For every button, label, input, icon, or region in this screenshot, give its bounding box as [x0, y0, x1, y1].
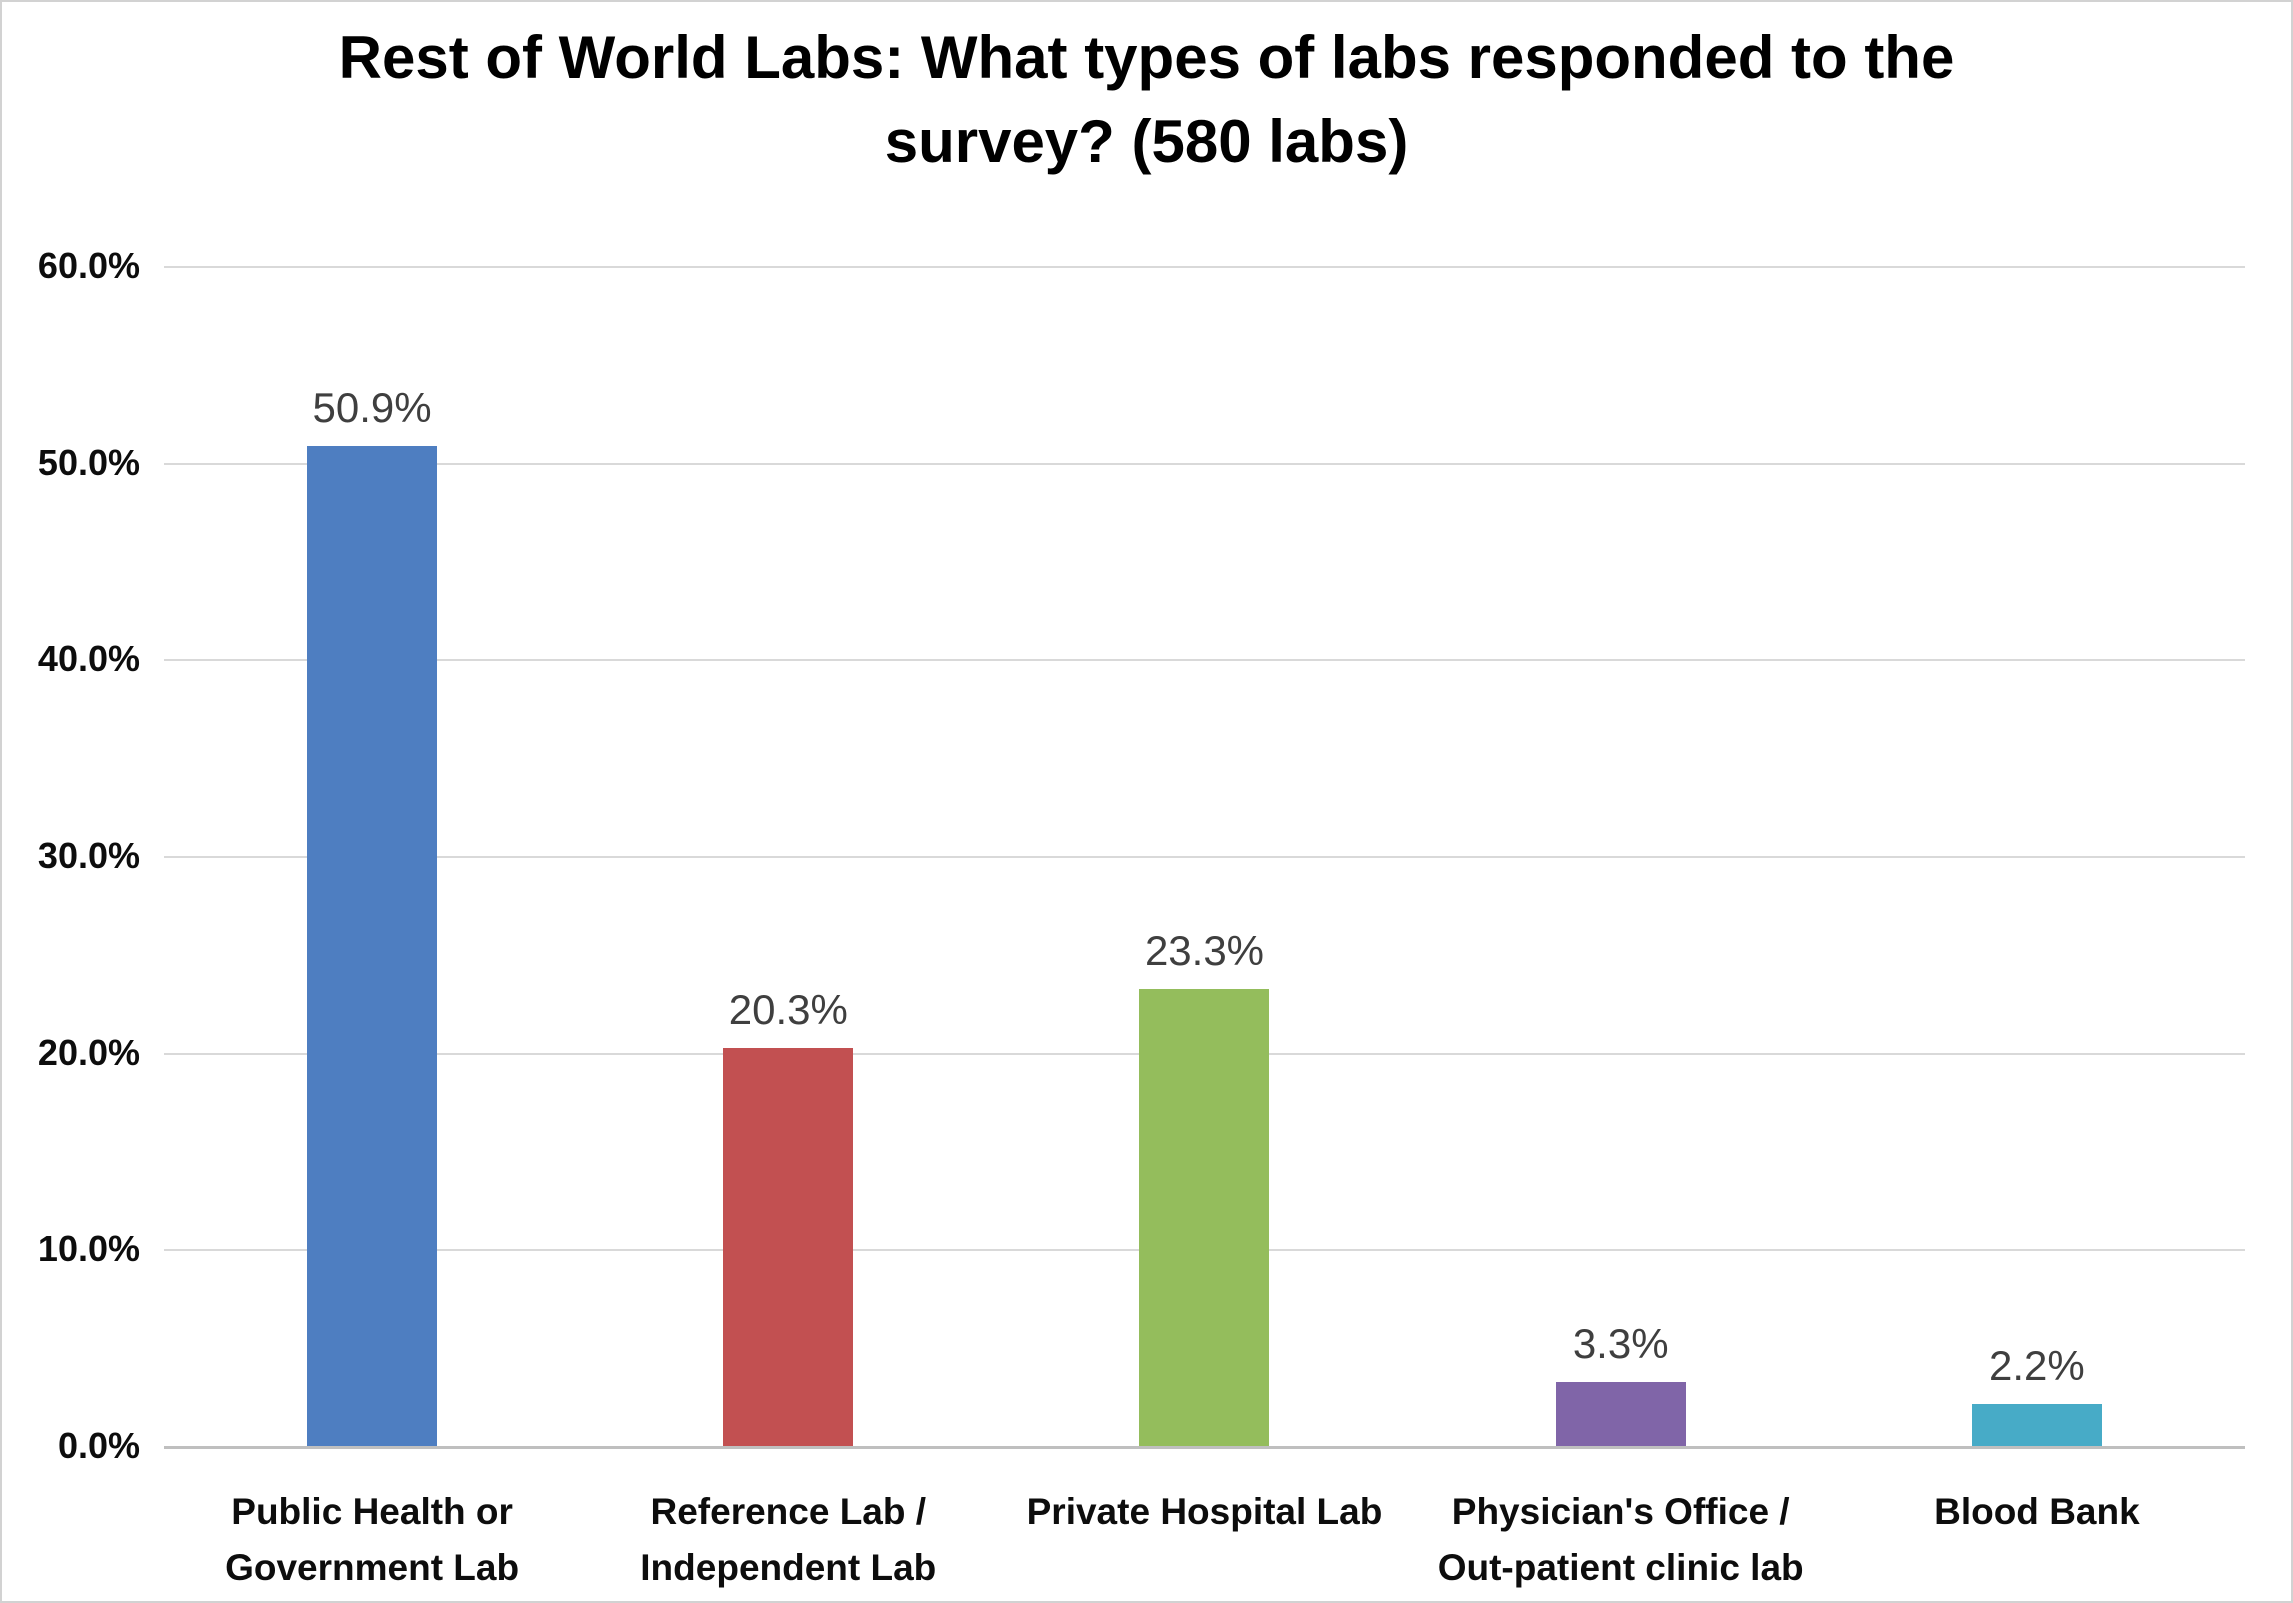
y-tick-label: 60.0%	[37, 245, 140, 287]
y-tick-label: 30.0%	[37, 835, 140, 877]
y-tick-label: 0.0%	[57, 1425, 140, 1467]
x-category-label: Public Health or Government Lab	[225, 1491, 520, 1588]
gridline	[164, 856, 2245, 858]
y-tick-label: 50.0%	[37, 441, 140, 483]
x-category-label: Blood Bank	[1934, 1491, 2140, 1532]
bar	[1971, 1403, 2102, 1447]
y-tick-label: 10.0%	[37, 1228, 140, 1270]
chart-title: Rest of World Labs: What types of labs r…	[338, 24, 1955, 175]
bar	[307, 445, 438, 1447]
x-category-label: Reference Lab / Independent Lab	[640, 1491, 937, 1588]
bar-value-label: 50.9%	[312, 383, 432, 431]
bar	[1139, 988, 1270, 1447]
y-axis: 60.0% 50.0% 40.0% 30.0% 20.0% 10.0% 0.0%	[2, 245, 140, 1466]
gridline	[164, 659, 2245, 662]
bar-value-label: 3.3%	[1572, 1320, 1669, 1368]
y-tick-label: 40.0%	[37, 638, 140, 680]
bar	[1555, 1382, 1686, 1447]
bar-value-label: 20.3%	[728, 985, 848, 1033]
x-category-label: Private Hospital Lab	[1026, 1491, 1383, 1532]
y-tick-label: 20.0%	[37, 1031, 140, 1073]
bar-group: 20.3%	[580, 267, 996, 1447]
gridline	[164, 462, 2245, 465]
bar-value-label: 2.2%	[1989, 1341, 2085, 1389]
x-axis-line	[164, 1446, 2245, 1449]
x-axis-category-labels: Public Health or Government Lab Reference…	[164, 1484, 2245, 1601]
x-category-label: Physician's Office / Out-patient clinic …	[1437, 1491, 1804, 1588]
plot-area: 50.9% 20.3% 23.3% 3.3% 2.2%	[164, 266, 2245, 1447]
bar-group: 3.3%	[1413, 267, 1829, 1447]
bar-group: 23.3%	[996, 267, 1412, 1447]
bar-value-label: 23.3%	[1144, 926, 1265, 974]
bar-group: 50.9%	[164, 267, 580, 1447]
gridline	[164, 266, 2245, 268]
bar-group: 2.2%	[1829, 267, 2245, 1447]
bar	[723, 1047, 854, 1447]
